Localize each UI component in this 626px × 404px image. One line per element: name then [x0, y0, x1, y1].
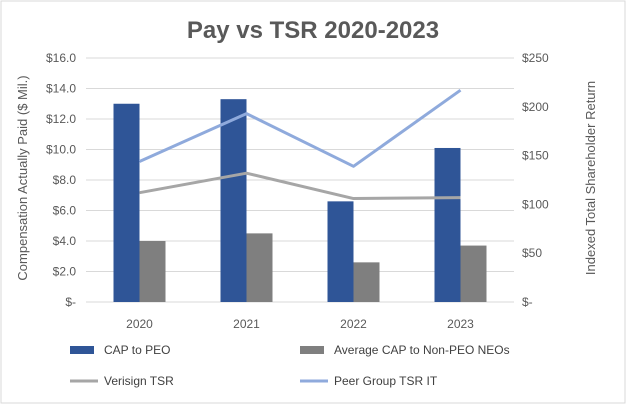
legend-label-verisign-tsr: Verisign TSR	[104, 374, 174, 388]
right-tick-label: $150	[522, 149, 549, 163]
left-axis-title: Compensation Actually Paid ($ Mil.)	[15, 75, 30, 280]
line-verisign-tsr	[139, 171, 461, 201]
right-axis-ticks: $- $50 $100 $150 $200 $250	[522, 51, 549, 309]
bar-cap-to-peo-2022	[327, 201, 354, 302]
x-tick-label: 2022	[340, 317, 367, 331]
legend-swatch-cap-to-peo	[70, 346, 94, 354]
left-tick-label: $-	[65, 295, 76, 309]
right-tick-label: $50	[522, 246, 542, 260]
left-axis-ticks: $- $2.0 $4.0 $6.0 $8.0 $10.0 $12.0 $14.0 $16.0	[46, 51, 76, 309]
bars	[113, 99, 487, 302]
bar-average-cap-to-non-peo-neos-2022	[353, 262, 380, 302]
right-axis-title: Indexed Total Shareholder Return	[583, 81, 598, 275]
series-lines	[138, 88, 462, 201]
right-tick-label: $200	[522, 100, 549, 114]
bar-average-cap-to-non-peo-neos-2021	[246, 233, 273, 302]
left-tick-label: $4.0	[53, 234, 77, 248]
x-axis-ticks: 2020 2021 2022 2023	[126, 317, 474, 331]
left-tick-label: $16.0	[46, 51, 76, 65]
left-tick-label: $6.0	[53, 204, 77, 218]
right-tick-label: $250	[522, 51, 549, 65]
x-tick-label: 2021	[233, 317, 260, 331]
legend-label-average-cap-to-non-peo-neos: Average CAP to Non-PEO NEOs	[334, 343, 510, 357]
left-tick-label: $8.0	[53, 173, 77, 187]
legend: CAP to PEO Average CAP to Non-PEO NEOs Ver…	[70, 343, 510, 388]
right-tick-label: $100	[522, 197, 549, 211]
right-tick-label: $-	[522, 295, 533, 309]
legend-label-cap-to-peo: CAP to PEO	[104, 343, 170, 357]
bar-average-cap-to-non-peo-neos-2023	[460, 245, 487, 302]
left-tick-label: $2.0	[53, 265, 77, 279]
x-tick-label: 2023	[447, 317, 474, 331]
left-tick-label: $10.0	[46, 143, 76, 157]
bar-average-cap-to-non-peo-neos-2020	[139, 241, 166, 302]
bar-cap-to-peo-2023	[434, 147, 461, 302]
left-tick-label: $12.0	[46, 112, 76, 126]
x-tick-label: 2020	[126, 317, 153, 331]
chart-title: Pay vs TSR 2020-2023	[187, 17, 439, 44]
legend-swatch-average-cap-to-non-peo-neos	[300, 346, 324, 354]
legend-label-peer-group-tsr-it: Peer Group TSR IT	[334, 374, 438, 388]
bar-cap-to-peo-2020	[113, 103, 140, 302]
line-peer-group-tsr-it	[138, 88, 462, 168]
left-tick-label: $14.0	[46, 82, 76, 96]
bar-cap-to-peo-2021	[220, 99, 247, 302]
